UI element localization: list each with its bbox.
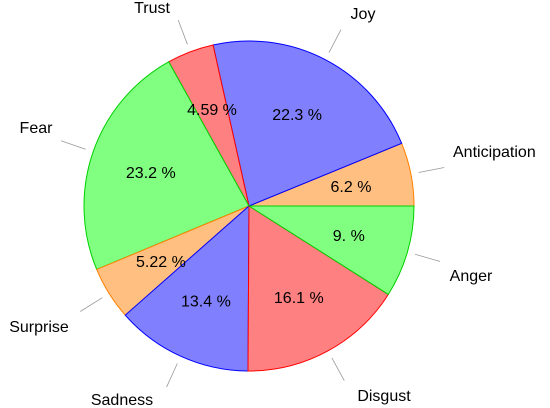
value-label-disgust: 16.1 % bbox=[274, 290, 324, 307]
category-label-disgust: Disgust bbox=[357, 388, 411, 405]
category-label-sadness: Sadness bbox=[91, 392, 153, 408]
slice-fear bbox=[83, 61, 250, 271]
category-label-fear: Fear bbox=[20, 120, 54, 137]
leader-line-anticipation bbox=[418, 167, 445, 173]
slice-disgust bbox=[247, 205, 390, 372]
category-label-joy: Joy bbox=[351, 6, 376, 23]
leader-line-trust bbox=[177, 19, 188, 45]
value-label-trust: 4.59 % bbox=[187, 102, 237, 119]
category-label-anger: Anger bbox=[450, 268, 493, 285]
value-label-anticipation: 6.2 % bbox=[331, 179, 372, 196]
value-label-anger: 9. % bbox=[333, 228, 365, 245]
leader-line-joy bbox=[328, 29, 342, 53]
slice-anger bbox=[247, 205, 415, 296]
slice-joy bbox=[212, 40, 403, 207]
slice-labels: 6.2 % Anticipation 22.3 % Joy 4.59 % Trust 23.… bbox=[9, 0, 536, 408]
category-label-trust: Trust bbox=[134, 0, 170, 17]
leader-lines bbox=[60, 19, 445, 388]
category-label-surprise: Surprise bbox=[9, 319, 69, 336]
category-label-anticipation: Anticipation bbox=[453, 144, 536, 161]
value-label-fear: 23.2 % bbox=[126, 165, 176, 182]
leader-line-sadness bbox=[166, 363, 178, 388]
value-label-surprise: 5.22 % bbox=[136, 254, 186, 271]
value-label-sadness: 13.4 % bbox=[181, 294, 231, 311]
value-label-joy: 22.3 % bbox=[272, 107, 322, 124]
leader-line-anger bbox=[414, 253, 441, 262]
leader-line-disgust bbox=[331, 357, 345, 381]
leader-line-fear bbox=[60, 140, 86, 150]
leader-line-surprise bbox=[80, 297, 103, 312]
slice-sadness bbox=[124, 204, 250, 372]
pie-slices bbox=[83, 40, 415, 372]
